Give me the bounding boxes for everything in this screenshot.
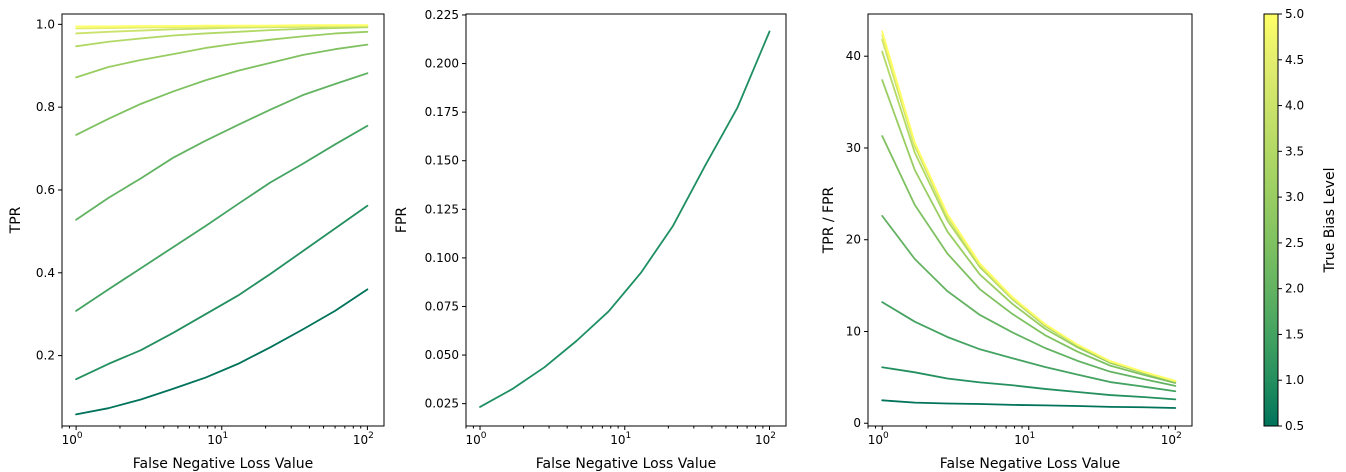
y-axis-label: FPR (394, 207, 410, 233)
series-line (881, 301, 1177, 393)
axes-frame (61, 13, 385, 427)
y-tick-label: 0.125 (425, 202, 459, 216)
colorbar-gradient (1263, 13, 1279, 427)
y-tick-label: 10 (846, 324, 861, 338)
series-line (479, 30, 771, 408)
y-tick-label: 40 (846, 49, 861, 63)
x-tick-label: 100 (466, 431, 487, 447)
x-tick-label: 100 (868, 431, 889, 447)
x-tick-label: 101 (610, 431, 631, 447)
series-line (881, 214, 1177, 387)
series-line (881, 38, 1177, 382)
y-tick-label: 0.100 (425, 251, 459, 265)
colorbar-tick-label: 4.5 (1285, 53, 1304, 67)
series-line (75, 288, 369, 416)
x-tick-label: 102 (1161, 431, 1182, 447)
series-line (881, 79, 1177, 383)
y-tick-label: 0.6 (36, 183, 55, 197)
y-tick-label: 20 (846, 233, 861, 247)
y-tick-label: 1.0 (36, 17, 55, 31)
series-line (881, 399, 1177, 409)
series-line (75, 24, 369, 28)
y-tick-label: 0.2 (36, 349, 55, 363)
series-line (881, 34, 1177, 382)
colorbar-tick-label: 1.0 (1285, 373, 1304, 387)
colorbar-ticks: 0.5 1.0 1.5 2.0 2.5 3.0 3.5 4.0 4.5 5.0 (1278, 7, 1304, 433)
colorbar: 0.5 1.0 1.5 2.0 2.5 3.0 3.5 4.0 4.5 5.0 True Bias… (1263, 7, 1338, 433)
y-tick-label: 0.050 (425, 348, 459, 362)
fpr-panel: 100 101 102 0.025 0.050 0.075 0.100 0.125 0.150 0… (394, 8, 787, 472)
x-tick-label: 100 (62, 431, 83, 447)
series-line (881, 366, 1177, 401)
x-axis-label: False Negative Loss Value (536, 456, 716, 472)
x-tick-label: 101 (207, 431, 228, 447)
colorbar-tick-label: 2.0 (1285, 282, 1304, 296)
y-tick-label: 0.150 (425, 154, 459, 168)
series-line (75, 204, 369, 381)
y-tick-label: 30 (846, 141, 861, 155)
tpr-panel: 100 101 102 0.2 0.4 0.6 0.8 1.0 False Negative L… (8, 13, 385, 472)
series-line (75, 26, 369, 48)
y-axis-label: TPR / FPR (821, 186, 837, 254)
y-tick-label: 0.200 (425, 57, 459, 71)
y-axis-label: TPR (8, 206, 24, 234)
colorbar-tick-label: 3.5 (1285, 144, 1304, 158)
series-line (881, 135, 1177, 384)
colorbar-tick-label: 1.5 (1285, 327, 1304, 341)
colorbar-tick-label: 4.0 (1285, 99, 1304, 113)
axes-frame (867, 13, 1193, 427)
series-line (75, 124, 369, 312)
series-line (75, 30, 369, 79)
y-tick-label: 0.025 (425, 397, 459, 411)
colorbar-tick-label: 0.5 (1285, 419, 1304, 433)
colorbar-tick-label: 5.0 (1285, 7, 1304, 21)
y-tick-label: 0.075 (425, 299, 459, 313)
series-line (881, 30, 1177, 382)
x-axis-label: False Negative Loss Value (940, 456, 1120, 472)
series-line (75, 43, 369, 136)
y-tick-label: 0 (853, 416, 861, 430)
x-tick-label: 102 (755, 431, 776, 447)
y-tick-label: 0.225 (425, 8, 459, 22)
y-tick-label: 0.8 (36, 100, 55, 114)
y-tick-label: 0.4 (36, 266, 55, 280)
y-tick-label: 0.175 (425, 105, 459, 119)
axes-frame (465, 13, 787, 427)
x-axis-label: False Negative Loss Value (133, 456, 313, 472)
x-tick-label: 101 (1014, 431, 1035, 447)
x-tick-label: 102 (353, 431, 374, 447)
colorbar-label: True Bias Level (1322, 168, 1338, 274)
colorbar-tick-label: 2.5 (1285, 236, 1304, 250)
colorbar-tick-label: 3.0 (1285, 190, 1304, 204)
series-line (881, 50, 1177, 383)
series-line (75, 72, 369, 221)
